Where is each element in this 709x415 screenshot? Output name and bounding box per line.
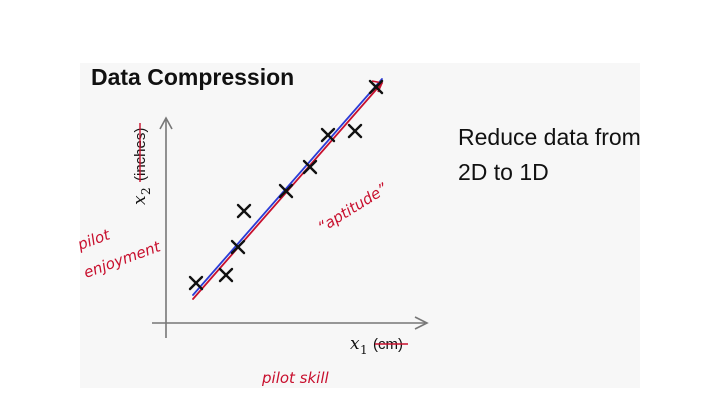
x-axis-label: x: [350, 334, 360, 354]
data-point: [278, 183, 294, 199]
y-axis-arrow-icon: [159, 116, 173, 130]
data-point: [302, 159, 318, 175]
regression-line: [192, 78, 383, 296]
content-panel: [80, 63, 640, 388]
data-point: [320, 127, 336, 143]
side-text-line-2: 2D to 1D: [458, 159, 549, 185]
data-point: [347, 123, 363, 139]
data-point: [230, 239, 246, 255]
x-axis-subscript: 1: [360, 343, 368, 357]
side-text-line-1: Reduce data from: [458, 124, 641, 150]
data-point: [188, 275, 204, 291]
x-axis-arrow-icon: [414, 316, 429, 330]
y-axis-label: x: [130, 195, 150, 205]
pilot-skill-annotation: pilot skill: [261, 369, 330, 387]
data-point: [218, 267, 234, 283]
pilot-enjoyment-annotation-line-1: pilot: [74, 225, 113, 254]
data-point: [368, 79, 384, 95]
y-axis-label-group: x 2 (inches): [130, 123, 153, 205]
slide-title: Data Compression: [91, 64, 295, 90]
marker-layer: [188, 79, 384, 291]
data-point: [236, 203, 252, 219]
side-text: Reduce data from 2D to 1D: [458, 120, 641, 190]
aptitude-annotation: “aptitude”: [315, 179, 391, 236]
x-axis-label-group: x 1 (cm): [350, 334, 408, 357]
y-axis-subscript: 2: [139, 187, 153, 195]
